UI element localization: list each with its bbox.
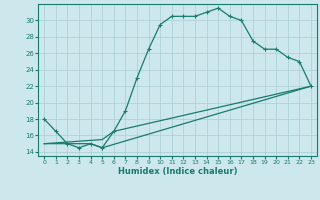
X-axis label: Humidex (Indice chaleur): Humidex (Indice chaleur)	[118, 167, 237, 176]
